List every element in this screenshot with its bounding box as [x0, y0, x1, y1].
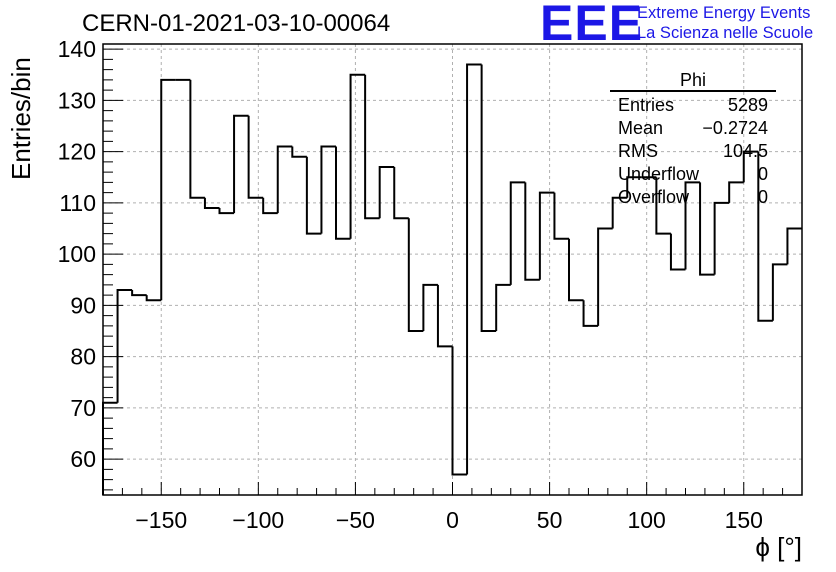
- stats-label: Overflow: [618, 187, 690, 207]
- histogram-bin: [684, 181, 701, 270]
- histogram-bin: [364, 74, 380, 220]
- stats-divider: [610, 90, 776, 92]
- histogram-bin: [509, 181, 526, 285]
- stats-value: 0: [757, 187, 768, 207]
- y-tick-label: 100: [58, 241, 96, 267]
- histogram-bin: [524, 182, 540, 281]
- stats-row-mean: Mean −0.2724: [610, 117, 776, 140]
- histogram-bin: [582, 300, 599, 327]
- histogram-bin: [436, 284, 453, 348]
- x-tick-label: −100: [232, 507, 284, 533]
- histogram-bin: [422, 283, 438, 331]
- stats-title: Phi: [679, 70, 706, 90]
- y-tick-label: 70: [70, 395, 96, 421]
- stats-value: 0: [757, 164, 768, 184]
- histogram-bin: [786, 227, 802, 265]
- histogram-bin: [320, 145, 336, 234]
- stats-label: Entries: [618, 95, 675, 115]
- histogram-bin: [538, 191, 555, 280]
- x-tick-label: 150: [725, 507, 763, 533]
- histogram-bin: [553, 192, 569, 240]
- stats-label: Underflow: [618, 164, 700, 184]
- histogram-bin: [742, 150, 759, 183]
- histogram-bin: [669, 233, 686, 271]
- logo-caption-line2: La Scienza nelle Scuole: [637, 24, 814, 42]
- stats-row-entries: Entries 5289: [610, 94, 776, 117]
- histogram-bin: [407, 218, 424, 332]
- histogram-bin: [247, 115, 264, 199]
- x-axis-label: ϕ [°]: [755, 532, 802, 562]
- y-tick-label: 140: [58, 36, 96, 62]
- histogram-bin: [597, 227, 613, 326]
- stats-value: 104.5: [722, 141, 768, 161]
- stats-label: RMS: [618, 141, 658, 161]
- histogram-bin: [568, 238, 584, 302]
- histogram-bin: [713, 201, 730, 275]
- histogram-bin: [466, 63, 482, 475]
- histogram-bin: [189, 79, 205, 199]
- histogram-bin: [335, 146, 351, 240]
- histogram-bin: [451, 346, 468, 476]
- histogram-bin: [480, 64, 497, 332]
- stats-row-rms: RMS 104.5: [610, 140, 776, 163]
- x-tick-label: 50: [537, 507, 563, 533]
- y-tick-label: 60: [70, 446, 96, 472]
- stats-row-underflow: Underflow 0: [610, 163, 776, 186]
- stats-value: −0.2724: [702, 118, 768, 138]
- logo-caption-line1: Extreme Energy Events: [637, 4, 811, 22]
- histogram-bin: [233, 114, 249, 214]
- x-tick-label: −150: [135, 507, 187, 533]
- chart-title: CERN-01-2021-03-10-00064: [82, 10, 391, 37]
- histogram-bin: [218, 208, 235, 215]
- histogram-bin: [757, 151, 773, 322]
- y-tick-label: 110: [59, 190, 96, 216]
- histogram-bin: [495, 283, 511, 331]
- x-tick-label: −50: [336, 507, 375, 533]
- histogram-bin: [131, 290, 147, 297]
- y-tick-label: 80: [70, 344, 96, 370]
- histogram-bin: [291, 146, 307, 158]
- histogram-bin: [116, 289, 133, 403]
- x-tick-label: 100: [627, 507, 665, 533]
- histogram-bin: [699, 182, 715, 276]
- histogram-bin: [611, 196, 628, 229]
- histogram-bin: [203, 197, 220, 209]
- x-tick-label: 0: [446, 507, 459, 533]
- histogram-bin: [626, 176, 642, 198]
- histogram-bin: [771, 263, 788, 321]
- y-tick-label: 130: [58, 87, 96, 113]
- y-tick-label: 120: [58, 139, 96, 165]
- stats-label: Mean: [618, 118, 664, 138]
- histogram-bin: [262, 197, 278, 215]
- histogram-bin: [378, 166, 395, 219]
- stats-box: Phi Entries 5289 Mean −0.2724 RMS 104.5 …: [610, 70, 776, 209]
- histogram-bin: [145, 295, 162, 302]
- eee-logo: EEE: [540, 0, 644, 51]
- histogram-bin: [728, 181, 744, 203]
- stats-row-overflow: Overflow 0: [610, 186, 776, 209]
- logo-caption: Extreme Energy Events La Scienza nelle S…: [637, 3, 813, 43]
- y-tick-label: 90: [70, 292, 96, 318]
- histogram-bin: [305, 156, 322, 235]
- histogram-bin: [349, 73, 366, 239]
- histogram-bin: [393, 167, 409, 220]
- histogram-bin: [655, 177, 671, 235]
- histogram-bin: [160, 78, 176, 301]
- stats-value: 5289: [727, 95, 768, 115]
- histogram-bin: [276, 145, 293, 214]
